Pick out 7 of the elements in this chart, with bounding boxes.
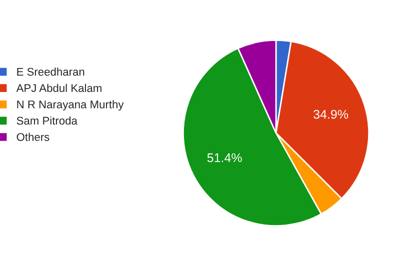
data-label: 51.4% bbox=[207, 153, 242, 162]
legend-label: N R Narayana Murthy bbox=[17, 100, 124, 111]
legend-label: Others bbox=[16, 132, 50, 141]
legend-label: E Sreedharan bbox=[17, 68, 84, 76]
legend-label: Sam Pitroda bbox=[16, 116, 78, 125]
data-label: 34.9% bbox=[314, 110, 348, 119]
legend-label: APJ Abdul Kalam bbox=[16, 84, 102, 92]
